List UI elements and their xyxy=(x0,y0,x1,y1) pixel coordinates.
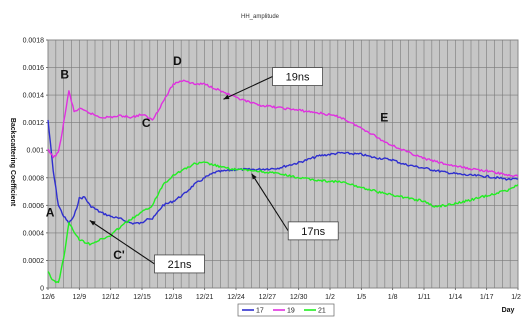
legend-label-21: 21 xyxy=(318,308,326,315)
y-tick-label: 0.0008 xyxy=(23,175,45,182)
y-tick-label: 0.0006 xyxy=(23,203,45,210)
x-tick-label: 12/9 xyxy=(73,294,87,301)
series-line-21 xyxy=(47,161,519,284)
y-tick-label: 0.0002 xyxy=(23,258,45,265)
y-tick-label: 0.0018 xyxy=(23,38,45,45)
point-labels: A B C D E C' xyxy=(46,54,389,262)
x-tick-label: 12/12 xyxy=(102,294,120,301)
x-tick-label: 12/30 xyxy=(290,294,308,301)
callout-arrow-line xyxy=(223,76,273,100)
y-tick-label: 0.0012 xyxy=(23,120,45,127)
y-tick-label: 0.001 xyxy=(26,148,44,155)
y-tick-label: 0 xyxy=(40,286,44,293)
y-tick-label: 0.0016 xyxy=(23,65,45,72)
x-tick-label: 1/2 xyxy=(325,294,335,301)
callout-box xyxy=(272,67,323,86)
callout-arrowhead xyxy=(251,173,257,180)
legend-label-19: 19 xyxy=(287,308,295,315)
point-label: D xyxy=(173,54,182,68)
y-axis-label: Backscattering Coefficient xyxy=(9,118,16,207)
callout-arrow-line xyxy=(251,173,289,232)
chart-title: HH_amplitude xyxy=(241,14,280,20)
callout-text: 19ns xyxy=(286,72,310,84)
x-tick-label: 12/18 xyxy=(165,294,183,301)
y-tick-label: 0.0014 xyxy=(23,93,45,100)
x-axis-label: Day xyxy=(502,307,515,314)
callout-box xyxy=(154,254,205,274)
legend-box xyxy=(237,303,335,317)
point-label: C xyxy=(142,116,151,130)
x-tick-label: 1/17 xyxy=(480,294,494,301)
x-tick-label: 12/6 xyxy=(41,294,55,301)
series-line-19 xyxy=(47,79,519,178)
x-tick-label: 1/14 xyxy=(449,294,463,301)
series-lines xyxy=(47,79,519,284)
y-tick-labels: 0 0.0002 0.0004 0.0006 0.0008 0.001 0.0012 0.00… xyxy=(23,38,48,293)
callout-text: 17ns xyxy=(301,226,325,238)
x-tick-label: 12/24 xyxy=(227,294,245,301)
point-label: B xyxy=(60,68,69,82)
point-label: C' xyxy=(113,248,125,262)
x-tick-label: 12/27 xyxy=(259,294,277,301)
x-tick-label: 12/21 xyxy=(196,294,214,301)
x-tick-label: 1/20 xyxy=(511,294,521,301)
point-label: A xyxy=(46,205,55,219)
legend: 17 19 21 xyxy=(237,303,335,317)
x-tick-labels: 12/6 12/9 12/12 12/15 12/18 12/21 12/24 12/27 12… xyxy=(41,288,521,301)
legend-label-17: 17 xyxy=(256,308,264,315)
callouts: 19ns 17ns 21ns xyxy=(89,67,339,274)
callout-arrowhead xyxy=(223,94,230,100)
x-tick-label: 1/5 xyxy=(356,294,366,301)
callout-box xyxy=(287,221,339,241)
x-tick-label: 1/11 xyxy=(417,294,430,301)
point-label: E xyxy=(380,110,388,124)
x-tick-label: 1/8 xyxy=(388,294,398,301)
x-tick-label: 12/15 xyxy=(133,294,151,301)
callout-arrowhead xyxy=(89,220,96,226)
callout-text: 21ns xyxy=(168,259,192,271)
y-tick-label: 0.0004 xyxy=(23,230,45,237)
callout-arrow-line xyxy=(89,220,155,265)
